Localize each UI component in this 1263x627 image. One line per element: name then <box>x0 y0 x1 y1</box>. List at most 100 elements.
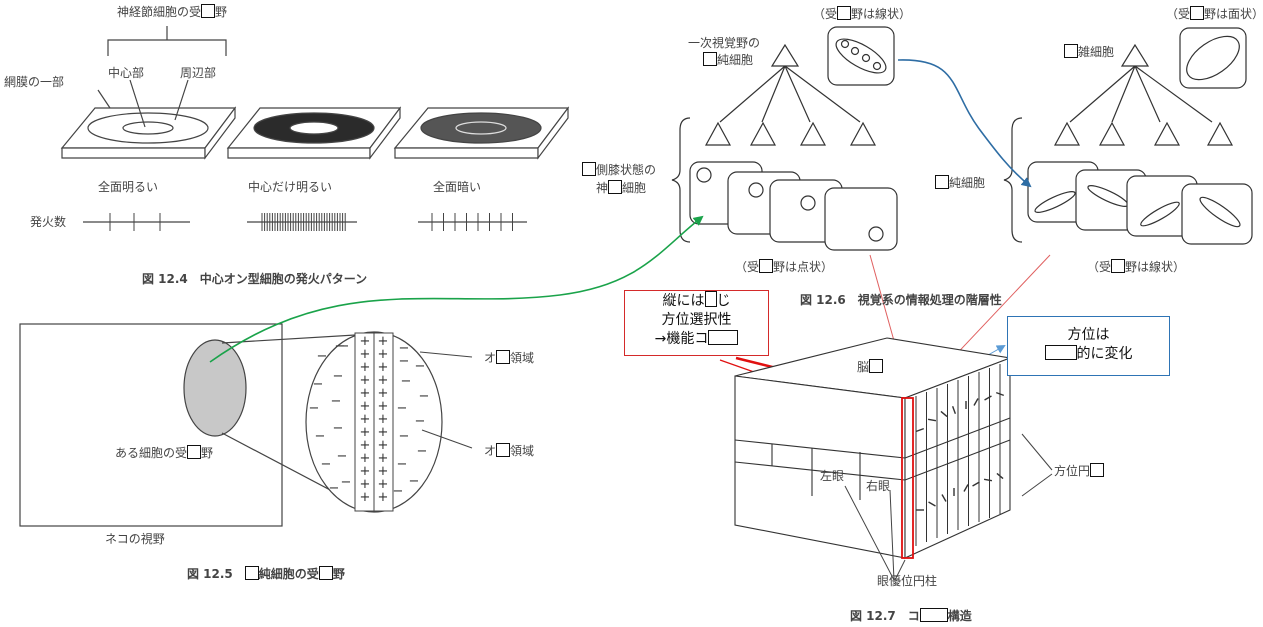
red-callout: 縦にはじ 方位選択性 →機能コ <box>624 290 769 356</box>
polarity-mark: − <box>333 421 344 436</box>
polarity-mark: − <box>397 457 408 472</box>
polarity-mark: + <box>360 412 371 427</box>
condition-2-label: 中心だけ明るい <box>248 180 333 194</box>
fig125-caption: 図 12.5 純細胞の受野 <box>187 566 345 581</box>
blank-box <box>704 291 717 307</box>
polarity-mark: − <box>399 354 410 369</box>
green-arrow <box>209 215 704 363</box>
fig124-caption: 図 12.4 中心オン型細胞の発火パターン <box>142 272 368 286</box>
red-highlight-column <box>901 397 914 559</box>
firing-spikes <box>109 213 513 231</box>
blank-box <box>869 359 884 373</box>
polarity-mark: − <box>341 475 352 490</box>
fig127-caption: 図 12.7 コ構造 <box>850 608 972 623</box>
blank-box <box>496 350 511 364</box>
fig125-diagram <box>19 323 473 527</box>
polarity-mark: + <box>378 451 389 466</box>
orientation-bar <box>951 406 957 414</box>
polarity-mark: + <box>378 386 389 401</box>
ocular-dominance-label: 眼優位円柱 <box>877 574 938 588</box>
orientation-bar <box>963 484 969 492</box>
orientation-bar <box>996 472 1004 480</box>
polarity-mark: − <box>415 414 426 429</box>
orientation-columns <box>915 364 1004 546</box>
blank-box <box>201 4 216 18</box>
blank-box <box>935 175 949 189</box>
right-eye-label: 右眼 <box>866 479 891 493</box>
polarity-mark: − <box>315 429 326 444</box>
polarity-mark: + <box>360 347 371 362</box>
primary-visual-label: 一次視覚野の <box>688 36 761 50</box>
blank-box <box>1064 44 1078 58</box>
lgn-label-1: 側膝状態の <box>582 162 656 177</box>
blank-box <box>1190 6 1205 20</box>
blank-box <box>496 443 511 457</box>
polarity-mark: + <box>378 347 389 362</box>
polarity-mark: − <box>335 339 346 354</box>
polarity-mark: + <box>360 451 371 466</box>
polarity-mark: − <box>329 481 340 496</box>
polarity-mark: + <box>360 334 371 349</box>
fig126-caption: 図 12.6 視覚系の情報処理の階層性 <box>800 293 1002 307</box>
polarity-mark: − <box>399 341 410 356</box>
polarity-mark: + <box>360 425 371 440</box>
rf-line2-label: （受 野は線状） <box>1087 259 1186 274</box>
polarity-mark: − <box>419 389 430 404</box>
polarity-mark: + <box>378 399 389 414</box>
firing-label: 発火数 <box>30 215 67 229</box>
simple-cell-right-label: 純細胞 <box>935 175 985 190</box>
surround-label: 周辺部 <box>180 66 217 80</box>
orientation-bar <box>928 501 936 507</box>
blank-box <box>1090 463 1105 477</box>
polarity-mark: − <box>417 444 428 459</box>
off-region-label: オ領域 <box>484 443 535 458</box>
retina-label: 網膜の一部 <box>4 75 65 89</box>
blank-box <box>759 259 774 273</box>
on-off-marks: + ++ ++ ++ ++ ++ ++ ++ ++ ++ ++ ++ ++ +−− −−−− −−− − −−−−… <box>309 334 430 505</box>
condition-1-label: 全面明るい <box>98 180 159 194</box>
polarity-mark: + <box>378 412 389 427</box>
polarity-mark: − <box>313 377 324 392</box>
cell-rf-label: ある細胞の受野 <box>115 445 214 460</box>
center-label: 中心部 <box>108 66 145 80</box>
polarity-mark: + <box>360 464 371 479</box>
polarity-mark: − <box>309 401 320 416</box>
polarity-mark: + <box>378 490 389 505</box>
polarity-mark: + <box>378 334 389 349</box>
on-region-label: オ領域 <box>484 350 535 365</box>
fig126-diagram <box>671 26 1253 251</box>
polarity-mark: − <box>409 474 420 489</box>
polarity-mark: + <box>360 386 371 401</box>
polarity-mark: + <box>378 425 389 440</box>
complex-cell-label: 雑細胞 <box>1064 44 1114 59</box>
blank-box <box>1044 345 1077 360</box>
brain-label: 脳 <box>857 359 884 374</box>
orientation-bar <box>983 478 993 482</box>
lgn-label-2: 神細胞 <box>596 180 647 195</box>
polarity-mark: + <box>360 477 371 492</box>
blank-box <box>318 566 333 580</box>
polarity-mark: − <box>399 429 410 444</box>
blank-box <box>187 445 202 459</box>
orientation-bar <box>996 391 1004 397</box>
blank-box <box>582 162 596 176</box>
condition-3-label: 全面暗い <box>433 180 482 194</box>
polarity-mark: + <box>378 438 389 453</box>
blank-box <box>837 6 852 20</box>
polarity-mark: − <box>337 449 348 464</box>
blank-box <box>703 52 717 66</box>
orientation-column-label: 方位円 <box>1054 463 1105 478</box>
blank-box <box>244 566 259 580</box>
simple-cell-label: 純細胞 <box>703 52 753 67</box>
orientation-bar <box>941 494 947 502</box>
polarity-mark: + <box>378 464 389 479</box>
blank-box <box>1111 259 1126 273</box>
orientation-bar <box>927 418 937 422</box>
polarity-mark: − <box>397 401 408 416</box>
cat-visual-field-label: ネコの視野 <box>105 532 165 546</box>
polarity-mark: − <box>393 484 404 499</box>
orientation-bar <box>972 481 980 487</box>
polarity-mark: + <box>360 399 371 414</box>
polarity-mark: + <box>378 477 389 492</box>
